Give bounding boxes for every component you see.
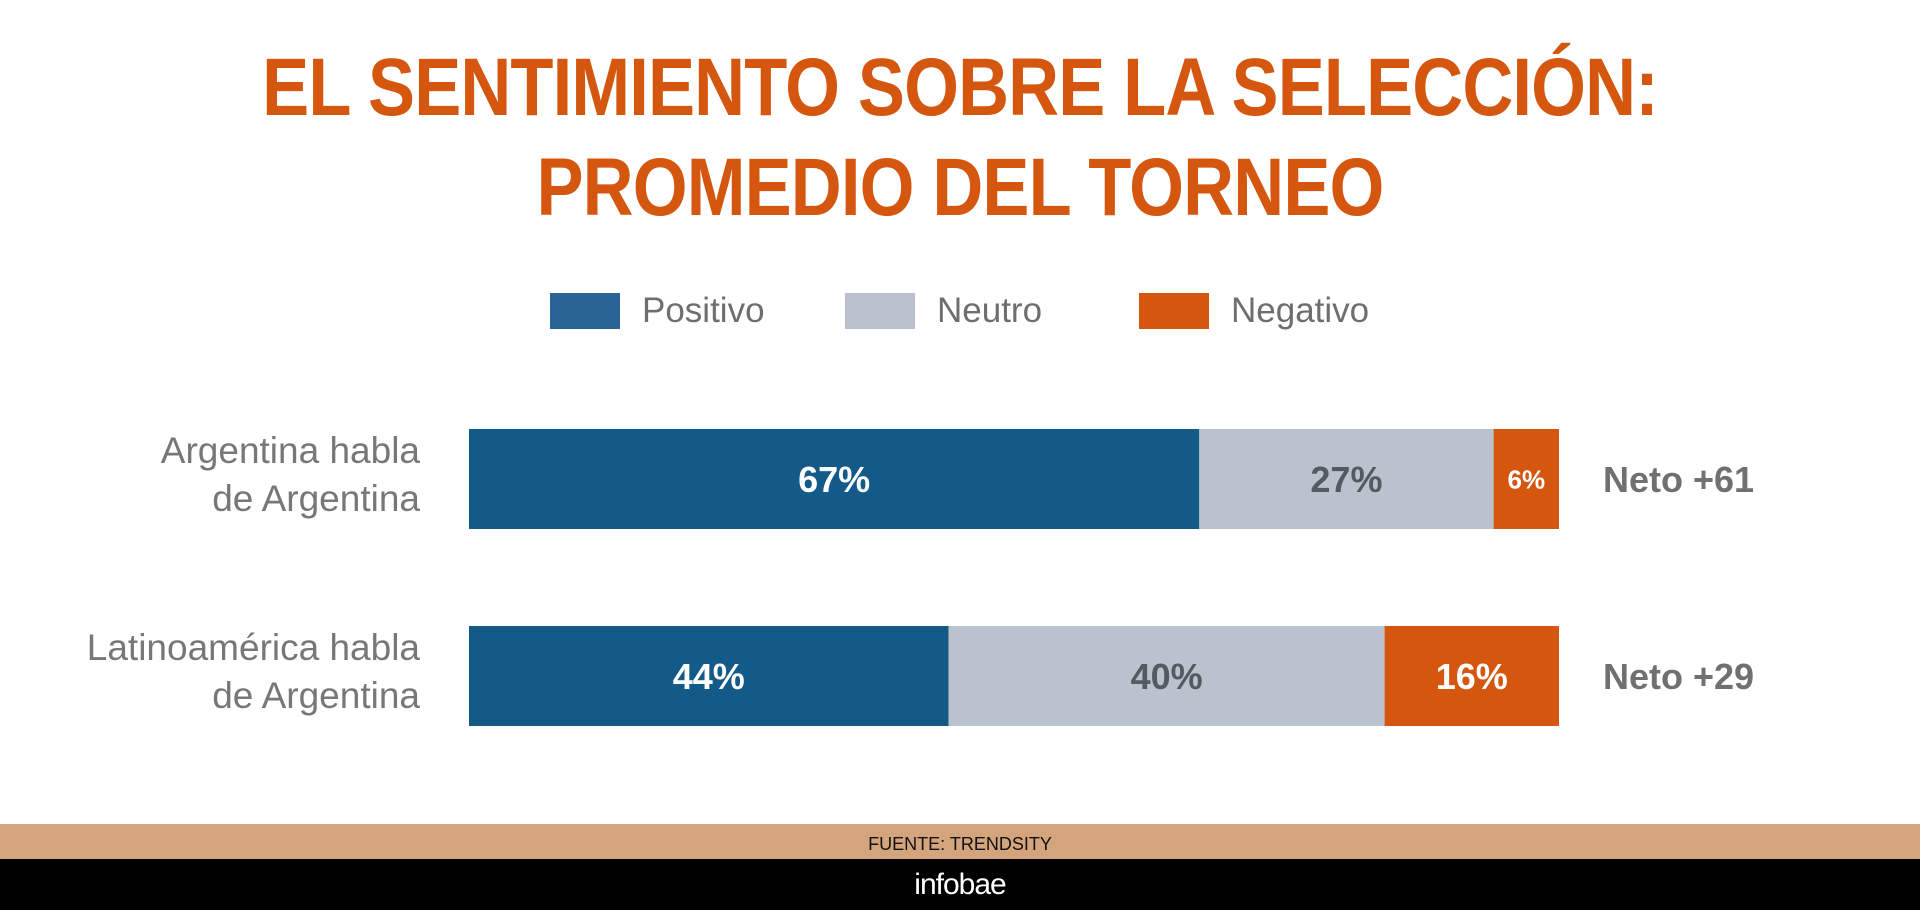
source-label: FUENTE: TRENDSITY <box>868 834 1052 854</box>
brand-logo: infobae <box>914 867 1006 901</box>
legend-label-negativo: Negativo <box>1231 291 1370 330</box>
legend-swatch-neutro <box>845 293 915 329</box>
legend-swatch-positivo <box>550 293 620 329</box>
net-label: Neto +29 <box>1603 656 1754 697</box>
source-band: FUENTE: TRENDSITY <box>0 824 1920 859</box>
legend-swatch-negativo <box>1139 293 1209 329</box>
data-label-positivo: 67% <box>798 459 870 500</box>
legend-item-neutro: Neutro <box>845 290 1042 332</box>
legend-item-negativo: Negativo <box>1139 290 1369 332</box>
chart-title-line-2: PROMEDIO DEL TORNEO <box>536 142 1385 233</box>
data-label-positivo: 44% <box>673 656 745 697</box>
legend-label-neutro: Neutro <box>937 291 1043 330</box>
net-label: Neto +61 <box>1603 459 1754 500</box>
data-label-neutro: 40% <box>1131 656 1203 697</box>
category-label: Argentina habla de Argentina <box>161 430 421 519</box>
legend: Positivo Neutro Negativo <box>0 290 1920 332</box>
data-label-negativo: 6% <box>1508 464 1546 494</box>
bar-segment-negativo <box>1384 626 1559 726</box>
chart-title-line-1: EL SENTIMIENTO SOBRE LA SELECCIÓN: <box>262 42 1659 133</box>
legend-label-positivo: Positivo <box>642 291 765 330</box>
bar-segment-neutro <box>948 626 1385 726</box>
bar-segment-negativo <box>1493 429 1559 529</box>
bar-segment-positivo <box>469 626 949 726</box>
data-label-neutro: 27% <box>1310 459 1382 500</box>
chart-title: EL SENTIMIENTO SOBRE LA SELECCIÓN: PROME… <box>134 38 1785 238</box>
stacked-bar-chart: Argentina habla de Argentina 67% 27% 6% Neto … <box>87 429 1754 726</box>
brand-bar: infobae <box>0 859 1920 910</box>
category-label: Latinoamérica habla de Argentina <box>87 627 421 716</box>
data-label-negativo: 16% <box>1436 656 1508 697</box>
legend-item-positivo: Positivo <box>550 290 765 332</box>
bar-segment-positivo <box>469 429 1200 529</box>
bar-segment-neutro <box>1199 429 1494 529</box>
